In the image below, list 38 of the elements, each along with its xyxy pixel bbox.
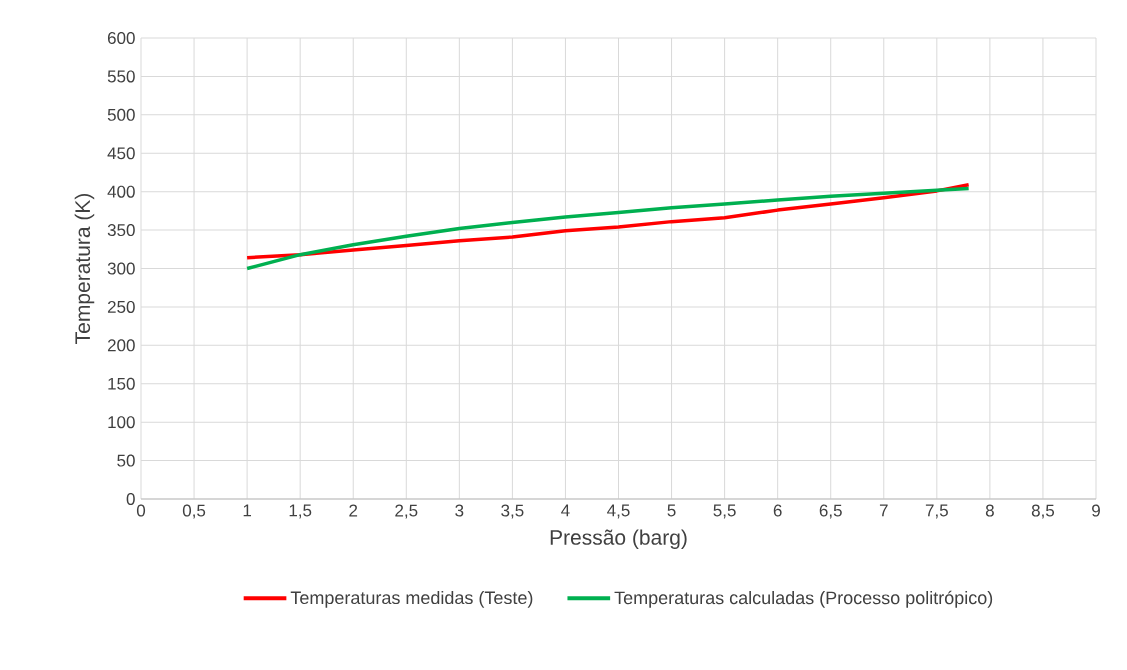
- y-tick-label: 600: [107, 31, 135, 45]
- y-tick-label: 200: [107, 339, 135, 352]
- x-tick-label: 0,5: [182, 504, 206, 519]
- x-tick-label: 8: [985, 504, 994, 517]
- x-tick-label: 2: [349, 504, 358, 517]
- y-tick-label: 100: [108, 416, 135, 429]
- x-tick-label: 2,5: [395, 504, 418, 519]
- x-tick-label: 8,5: [1031, 504, 1055, 519]
- x-axis-title: Pressão (barg): [550, 529, 687, 550]
- y-tick-label: 50: [117, 454, 135, 467]
- y-axis-title: Temperatura (K): [74, 193, 95, 344]
- x-tick-label: 9: [1092, 504, 1100, 517]
- x-tick-label: 6,5: [819, 504, 842, 519]
- x-tick-label: 4: [561, 504, 570, 517]
- x-tick-label: 3,5: [501, 504, 524, 519]
- y-tick-label: 150: [108, 377, 135, 390]
- y-tick-label: 450: [107, 147, 135, 160]
- y-tick-label: 0: [126, 492, 135, 506]
- x-tick-label: 6: [773, 504, 782, 517]
- y-tick-label: 400: [107, 185, 135, 198]
- y-tick-label: 300: [107, 262, 135, 275]
- legend-label: Temperaturas medidas (Teste): [290, 590, 533, 608]
- x-tick-label: 5,5: [713, 504, 736, 519]
- x-tick-label: 7: [879, 504, 888, 517]
- x-tick-label: 4,5: [607, 504, 630, 519]
- y-tick-label: 550: [107, 70, 135, 83]
- x-tick-label: 1,5: [289, 504, 312, 519]
- x-tick-label: 7,5: [925, 504, 948, 519]
- x-tick-label: 5: [667, 504, 676, 517]
- line-series: [245, 186, 971, 271]
- y-tick-label: 350: [107, 224, 135, 237]
- x-tick-label: 0: [136, 504, 146, 517]
- legend-label: Temperaturas calculadas (Processo politrópico): [614, 590, 993, 608]
- line-series: [245, 183, 971, 260]
- y-tick-label: 500: [107, 108, 135, 121]
- y-tick-label: 250: [107, 300, 135, 313]
- x-tick-label: 3: [455, 504, 464, 517]
- x-tick-label: 1: [243, 504, 252, 517]
